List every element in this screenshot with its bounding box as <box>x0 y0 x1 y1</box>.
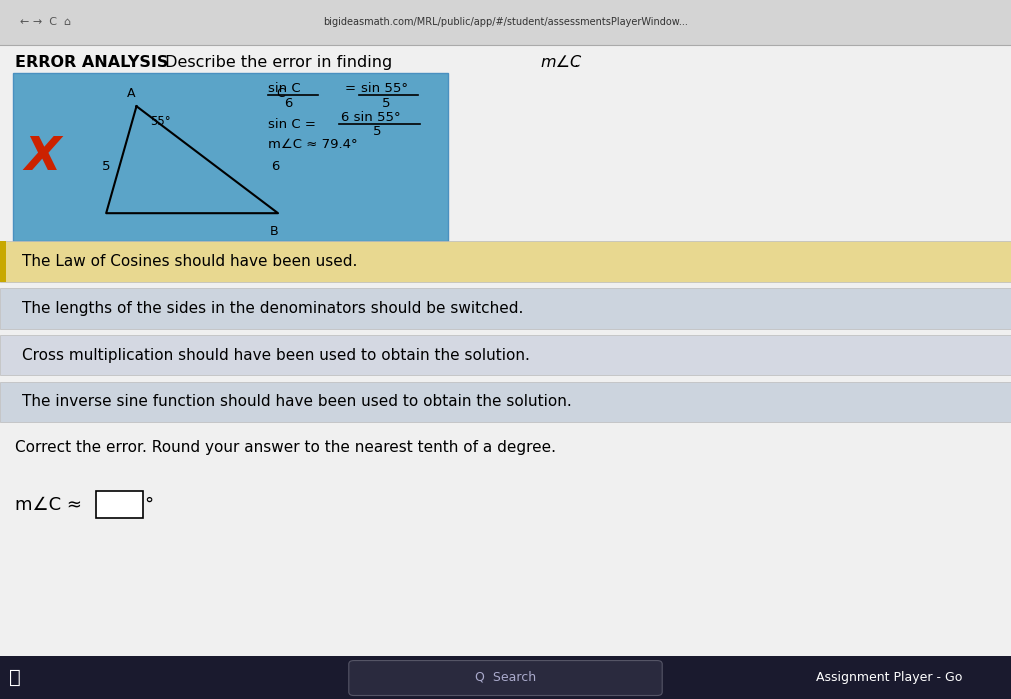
Text: ← →  C  ⌂: ← → C ⌂ <box>20 17 72 27</box>
Text: C: C <box>277 87 285 100</box>
Text: 6: 6 <box>271 160 279 173</box>
FancyBboxPatch shape <box>0 241 1011 282</box>
Text: 6: 6 <box>284 97 292 110</box>
Text: 5: 5 <box>382 97 390 110</box>
Text: sin C =: sin C = <box>268 118 315 131</box>
FancyBboxPatch shape <box>0 382 1011 422</box>
Text: X: X <box>24 135 61 180</box>
Text: °: ° <box>145 496 154 514</box>
FancyBboxPatch shape <box>349 661 662 696</box>
FancyBboxPatch shape <box>0 656 1011 699</box>
Text: The lengths of the sides in the denominators should be switched.: The lengths of the sides in the denomina… <box>22 301 524 316</box>
Text: sin C: sin C <box>268 82 300 95</box>
FancyBboxPatch shape <box>96 491 143 518</box>
Text: Assignment Player - Go: Assignment Player - Go <box>817 671 962 684</box>
FancyBboxPatch shape <box>0 288 1011 329</box>
Text: 5: 5 <box>373 125 381 138</box>
Text: A: A <box>127 87 135 100</box>
Text: Correct the error. Round your answer to the nearest tenth of a degree.: Correct the error. Round your answer to … <box>15 440 556 455</box>
Text: bigideasmath.com/MRL/public/app/#/student/assessmentsPlayerWindow...: bigideasmath.com/MRL/public/app/#/studen… <box>324 17 687 27</box>
Text: Describe the error in finding: Describe the error in finding <box>160 55 397 71</box>
Text: ⧧: ⧧ <box>9 668 21 687</box>
FancyBboxPatch shape <box>0 335 1011 375</box>
Text: 5: 5 <box>102 160 110 173</box>
FancyBboxPatch shape <box>0 241 6 282</box>
Text: m∠C: m∠C <box>541 55 582 71</box>
FancyBboxPatch shape <box>0 0 1011 45</box>
Text: Q  Search: Q Search <box>475 671 536 684</box>
Text: 55°: 55° <box>150 115 170 128</box>
Text: B: B <box>270 225 278 238</box>
FancyBboxPatch shape <box>13 73 448 241</box>
Text: ERROR ANALYSIS: ERROR ANALYSIS <box>15 55 169 71</box>
Text: Cross multiplication should have been used to obtain the solution.: Cross multiplication should have been us… <box>22 347 530 363</box>
Text: The Law of Cosines should have been used.: The Law of Cosines should have been used… <box>22 254 358 269</box>
Text: .: . <box>573 55 578 71</box>
FancyBboxPatch shape <box>0 45 1011 657</box>
Text: The inverse sine function should have been used to obtain the solution.: The inverse sine function should have be… <box>22 394 572 410</box>
Text: m∠C ≈: m∠C ≈ <box>15 496 88 514</box>
Text: =: = <box>345 82 356 95</box>
Text: m∠C ≈ 79.4°: m∠C ≈ 79.4° <box>268 138 358 151</box>
Text: 6 sin 55°: 6 sin 55° <box>341 111 400 124</box>
Text: sin 55°: sin 55° <box>361 82 407 95</box>
